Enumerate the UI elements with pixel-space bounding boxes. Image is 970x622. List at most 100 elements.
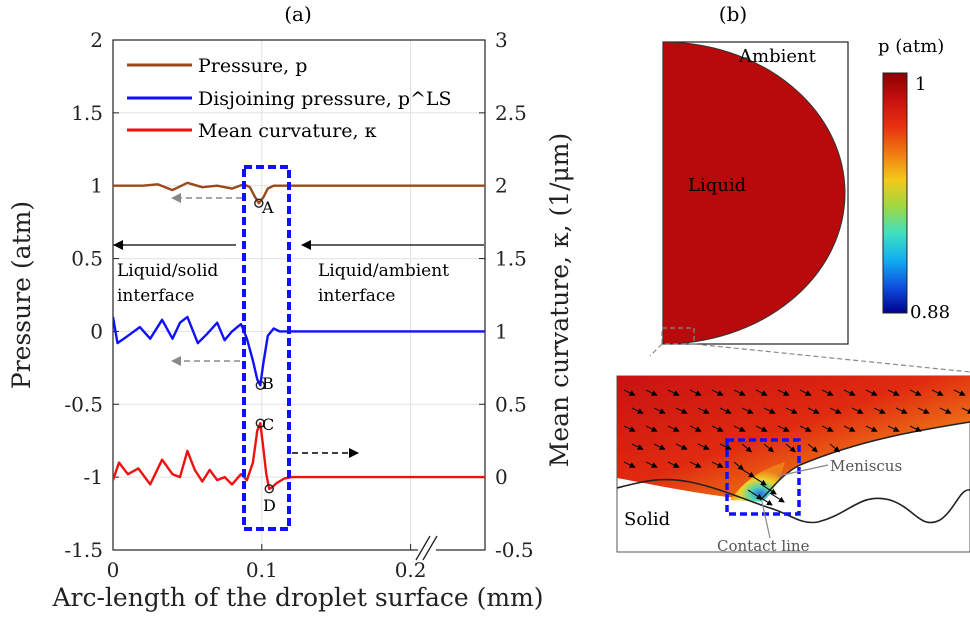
vector-arrow-38 bbox=[755, 425, 768, 432]
panel-a-label: (a) bbox=[284, 2, 312, 26]
point-markers bbox=[254, 198, 274, 494]
vector-arrow-44 bbox=[887, 425, 900, 432]
vector-arrow-18 bbox=[675, 407, 688, 414]
y-tick-label-3: 0 bbox=[90, 319, 103, 343]
vector-arrow-43 bbox=[865, 425, 878, 432]
vector-arrow-27 bbox=[873, 407, 886, 414]
liquid-ambient-label-line1: Liquid/ambient bbox=[318, 261, 449, 281]
solid-label: Solid bbox=[624, 509, 670, 530]
plot-frame bbox=[112, 39, 486, 551]
y2-tick-label-5: 2 bbox=[495, 174, 508, 198]
annotation-b: B bbox=[262, 374, 274, 393]
velocity-vectors bbox=[623, 389, 970, 506]
vector-arrow-14 bbox=[931, 389, 944, 396]
vector-arrow-31 bbox=[961, 407, 970, 414]
vector-arrow-19 bbox=[697, 407, 710, 414]
vector-arrow-64 bbox=[761, 484, 777, 495]
y-tick-label-2: -0.5 bbox=[64, 392, 103, 416]
vector-arrow-29 bbox=[917, 407, 930, 414]
vector-arrow-10 bbox=[843, 389, 856, 396]
vector-arrow-60 bbox=[711, 461, 724, 468]
annotation-c: C bbox=[262, 415, 274, 434]
vector-arrow-37 bbox=[733, 425, 746, 432]
x-tick-label-0: 0 bbox=[107, 558, 120, 582]
vector-arrow-39 bbox=[777, 425, 790, 432]
colorbar-max-label: 1 bbox=[915, 74, 926, 95]
vector-arrow-33 bbox=[645, 425, 658, 432]
y-tick-label-5: 1 bbox=[90, 174, 103, 198]
liquid-ambient-boundary bbox=[759, 421, 970, 501]
legend-entry-pressure: Pressure, p bbox=[198, 55, 307, 77]
vector-arrow-67 bbox=[757, 495, 773, 506]
series-pressure bbox=[113, 181, 485, 205]
vector-arrow-48 bbox=[675, 443, 688, 450]
vector-arrow-40 bbox=[799, 425, 812, 432]
solid-surface bbox=[617, 478, 970, 524]
vector-arrow-51 bbox=[741, 443, 752, 453]
series-mean-curvature bbox=[113, 422, 485, 490]
y2-tick-label-1: 0 bbox=[495, 465, 508, 489]
ambient-label: Ambient bbox=[738, 46, 817, 67]
vector-arrow-15 bbox=[953, 389, 966, 396]
liquid-label: Liquid bbox=[688, 175, 746, 196]
colorbar-min-label: 0.88 bbox=[910, 302, 950, 323]
legend-entry-disjoining: Disjoining pressure, p^LS bbox=[198, 88, 452, 110]
annotation-a: A bbox=[261, 198, 274, 217]
y2-tick-label-2: 0.5 bbox=[495, 392, 527, 416]
colorbar-title: p (atm) bbox=[878, 36, 944, 57]
liquid-solid-label-line2: interface bbox=[117, 286, 194, 306]
vector-arrow-55 bbox=[829, 443, 840, 453]
liquid-solid-label-line1: Liquid/solid bbox=[117, 261, 218, 281]
vector-arrow-36 bbox=[711, 425, 724, 432]
vector-arrow-21 bbox=[741, 407, 754, 414]
x-axis-label: Arc-length of the droplet surface (mm) bbox=[51, 583, 543, 612]
vector-arrow-49 bbox=[697, 443, 710, 450]
vector-arrow-25 bbox=[829, 407, 842, 414]
vector-arrow-42 bbox=[843, 425, 856, 432]
x-tick-label-1: 0.1 bbox=[246, 558, 278, 582]
series-layer bbox=[113, 181, 485, 490]
vector-arrow-7 bbox=[777, 389, 790, 396]
marker-c bbox=[255, 418, 266, 428]
contact-line-label: Contact line bbox=[717, 537, 810, 555]
vector-arrow-4 bbox=[711, 389, 724, 396]
vector-arrow-6 bbox=[755, 389, 768, 396]
y-axis-right: -0.5 0 0.5 1 1.5 2 2.5 3 bbox=[479, 28, 534, 562]
vector-arrow-0 bbox=[623, 389, 636, 396]
y2-tick-label-6: 2.5 bbox=[495, 101, 527, 125]
vector-arrow-17 bbox=[653, 407, 666, 414]
vector-arrow-3 bbox=[689, 389, 702, 396]
vector-arrow-62 bbox=[739, 467, 755, 478]
y-tick-label-1: -1 bbox=[84, 465, 103, 489]
zoom-region bbox=[661, 327, 695, 345]
y-tick-label-6: 1.5 bbox=[71, 101, 103, 125]
vector-arrow-16 bbox=[631, 407, 644, 414]
vector-arrow-46 bbox=[631, 443, 644, 450]
vector-arrow-8 bbox=[799, 389, 812, 396]
vector-arrow-34 bbox=[667, 425, 680, 432]
vector-arrow-47 bbox=[653, 443, 666, 450]
y2-tick-label-0: -0.5 bbox=[495, 538, 534, 562]
panel-b-label: (b) bbox=[719, 2, 747, 26]
vector-arrow-32 bbox=[623, 425, 636, 432]
vector-arrow-58 bbox=[667, 461, 680, 468]
vector-arrow-26 bbox=[851, 407, 864, 414]
vector-arrow-63 bbox=[751, 475, 767, 486]
marker-b bbox=[255, 380, 266, 391]
legend-entry-curvature: Mean curvature, κ bbox=[198, 120, 377, 142]
y-axis-label: Pressure (atm) bbox=[7, 201, 36, 389]
liquid-region-zoom bbox=[617, 376, 970, 500]
vector-arrow-5 bbox=[733, 389, 746, 396]
vector-arrow-50 bbox=[719, 443, 732, 450]
series-disjoining-pressure bbox=[113, 315, 485, 387]
y2-tick-label-7: 3 bbox=[495, 28, 508, 52]
annotation-d: D bbox=[263, 496, 276, 515]
zoom-panel: Meniscus Contact line Solid bbox=[616, 375, 970, 555]
vector-arrow-11 bbox=[865, 389, 878, 396]
meniscus-label: Meniscus bbox=[830, 457, 902, 475]
vector-arrow-22 bbox=[763, 407, 776, 414]
zoom-highlight-box bbox=[725, 438, 801, 516]
vector-arrow-12 bbox=[887, 389, 900, 396]
vector-arrow-41 bbox=[821, 425, 834, 432]
